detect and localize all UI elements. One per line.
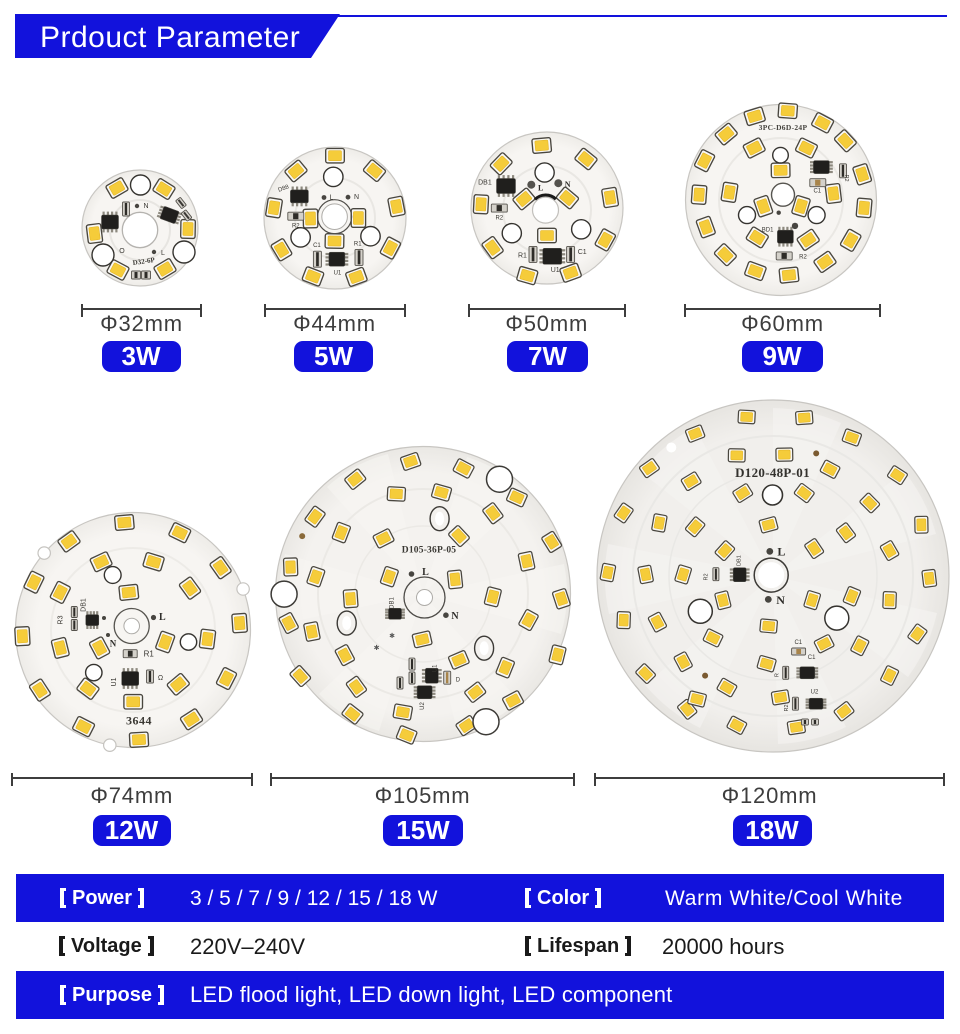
svg-text:N: N [776, 593, 785, 607]
svg-text:D32-6P: D32-6P [132, 256, 156, 267]
svg-text:R2: R2 [292, 224, 300, 230]
svg-text:DB1: DB1 [81, 598, 88, 612]
svg-text:3644: 3644 [126, 714, 152, 728]
svg-text:R1: R1 [518, 253, 527, 260]
svg-text:D88: D88 [277, 184, 290, 194]
svg-text:U1: U1 [433, 664, 439, 672]
svg-text:DB1: DB1 [737, 555, 743, 566]
svg-text:U2: U2 [420, 702, 426, 710]
svg-text:D: D [456, 678, 461, 684]
svg-text:N: N [110, 639, 117, 649]
svg-text:D120-48P-01: D120-48P-01 [735, 465, 810, 480]
svg-text:U1: U1 [334, 271, 342, 277]
svg-text:L: L [161, 250, 165, 257]
svg-text:R2: R2 [784, 704, 790, 711]
svg-text:U1: U1 [111, 677, 118, 686]
svg-text:3PC-D6D-24P: 3PC-D6D-24P [759, 123, 808, 132]
svg-text:R2: R2 [495, 216, 503, 222]
svg-text:BD1: BD1 [762, 228, 774, 234]
svg-text:R: R [774, 673, 780, 677]
svg-text:N: N [451, 611, 459, 622]
svg-text:L: L [159, 612, 166, 623]
svg-text:R1: R1 [354, 242, 362, 248]
svg-text:✱: ✱ [389, 632, 395, 640]
svg-text:✱: ✱ [374, 644, 380, 652]
svg-text:C1: C1 [578, 249, 587, 256]
svg-text:Ω: Ω [158, 675, 163, 682]
svg-text:N: N [354, 194, 359, 201]
svg-text:U1: U1 [551, 267, 560, 274]
svg-text:DB1: DB1 [390, 597, 396, 609]
svg-text:R2: R2 [843, 174, 849, 181]
svg-text:R3: R3 [57, 615, 64, 624]
svg-text:R1: R1 [144, 650, 155, 659]
svg-text:L: L [777, 545, 785, 559]
svg-text:R2: R2 [799, 254, 807, 260]
svg-text:L: L [330, 195, 334, 202]
svg-text:N: N [565, 180, 571, 189]
svg-text:C1: C1 [813, 189, 821, 195]
svg-text:C1: C1 [794, 640, 802, 646]
svg-text:L: L [422, 567, 429, 578]
svg-text:U2: U2 [811, 690, 819, 696]
svg-text:R2: R2 [704, 573, 710, 580]
svg-text:DB1: DB1 [478, 179, 492, 186]
svg-text:C1: C1 [313, 243, 321, 249]
svg-text:N: N [143, 203, 148, 210]
svg-text:L: L [538, 184, 543, 193]
svg-text:O: O [119, 248, 125, 255]
svg-text:D105-36P-05: D105-36P-05 [402, 546, 456, 556]
svg-text:C1: C1 [808, 655, 816, 661]
